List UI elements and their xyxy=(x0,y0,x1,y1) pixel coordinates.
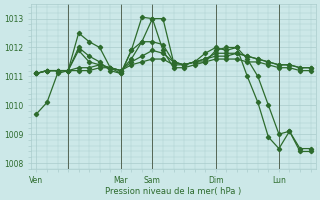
X-axis label: Pression niveau de la mer( hPa ): Pression niveau de la mer( hPa ) xyxy=(105,187,242,196)
